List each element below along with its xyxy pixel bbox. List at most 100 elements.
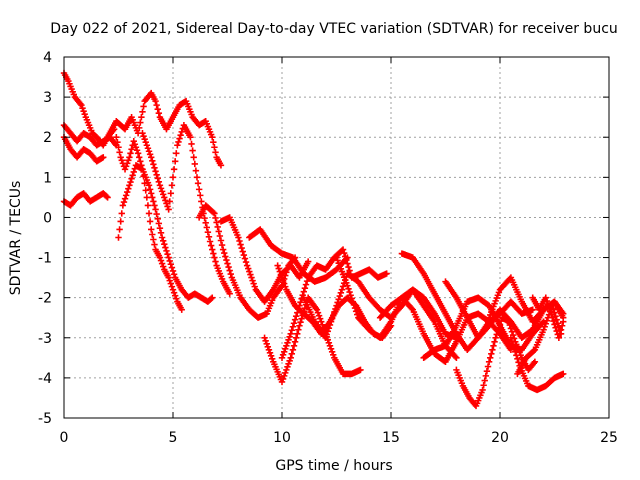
data-point	[209, 246, 216, 253]
data-point	[157, 185, 165, 192]
data-point	[280, 348, 288, 356]
data-point	[551, 321, 558, 328]
data-point	[164, 203, 171, 210]
data-point	[278, 378, 286, 386]
data-point	[158, 260, 166, 267]
data-point	[142, 139, 149, 146]
data-point	[491, 338, 498, 345]
data-point	[140, 103, 147, 110]
data-point	[351, 304, 359, 312]
data-point	[510, 345, 518, 352]
data-series-8	[139, 121, 233, 297]
data-point	[489, 346, 496, 354]
data-point	[508, 338, 516, 345]
data-point	[168, 283, 176, 290]
data-point	[494, 327, 502, 335]
data-point	[146, 218, 154, 225]
data-point	[335, 296, 342, 303]
data-point	[268, 355, 276, 363]
data-point	[113, 134, 120, 141]
data-point	[153, 171, 160, 179]
data-point	[296, 302, 303, 309]
data-point	[326, 342, 334, 349]
y-axis-label: SDTVAR / TECUs	[8, 181, 24, 296]
data-point	[338, 286, 346, 293]
data-point	[150, 161, 157, 168]
data-point	[488, 350, 495, 358]
data-point	[167, 280, 175, 287]
data-point	[153, 210, 160, 218]
data-point	[325, 324, 333, 332]
data-point	[550, 317, 557, 325]
data-point	[223, 256, 230, 264]
data-point	[127, 150, 134, 157]
data-point	[545, 304, 553, 311]
data-point	[485, 358, 493, 366]
data-point	[156, 224, 164, 232]
data-point	[553, 316, 560, 323]
data-point	[266, 349, 274, 357]
data-point	[279, 375, 287, 383]
data-point	[202, 219, 209, 226]
data-point	[140, 133, 147, 140]
data-point	[549, 314, 556, 321]
data-point	[224, 260, 231, 267]
axis-ticks	[63, 56, 610, 419]
data-point	[508, 328, 516, 335]
data-point	[207, 242, 215, 249]
x-tick-label: 25	[600, 430, 618, 446]
data-point	[156, 182, 164, 189]
data-point	[143, 194, 151, 201]
data-point	[339, 283, 347, 290]
data-point	[173, 150, 180, 157]
data-point	[130, 168, 137, 176]
x-tick-label: 10	[273, 430, 291, 446]
data-point	[314, 309, 322, 316]
data-point	[327, 345, 335, 353]
data-point	[408, 305, 415, 312]
data-point	[243, 262, 251, 269]
data-point	[221, 249, 228, 257]
data-point	[138, 113, 145, 121]
data-point	[163, 247, 170, 255]
data-point	[347, 292, 354, 299]
data-point	[277, 271, 285, 278]
data-point	[544, 301, 552, 308]
data-point	[334, 299, 341, 306]
data-point	[174, 142, 181, 149]
data-point	[178, 306, 185, 313]
data-point	[210, 250, 217, 257]
data-point	[239, 248, 246, 255]
data-point	[345, 263, 352, 271]
data-point	[159, 191, 167, 198]
data-point	[137, 119, 144, 126]
data-point	[145, 210, 153, 217]
data-point	[215, 228, 222, 235]
data-point	[161, 194, 168, 201]
data-point	[291, 316, 299, 323]
data-point	[207, 295, 215, 302]
data-point	[150, 198, 157, 205]
data-point	[156, 254, 164, 261]
data-point	[127, 178, 134, 186]
data-point	[166, 198, 173, 205]
data-point	[290, 342, 298, 349]
data-point	[121, 195, 129, 202]
data-point	[188, 140, 195, 148]
data-point	[222, 253, 229, 260]
y-tick-label: 4	[43, 50, 52, 66]
data-point	[301, 284, 309, 292]
data-point	[486, 354, 494, 362]
data-point	[283, 366, 290, 374]
data-point	[315, 312, 323, 319]
data-point	[149, 231, 156, 238]
data-point	[137, 158, 144, 165]
data-point	[212, 149, 219, 156]
data-point	[211, 254, 218, 261]
data-point	[219, 246, 227, 253]
data-point	[117, 154, 124, 161]
data-point	[165, 274, 172, 281]
data-point	[134, 150, 142, 157]
data-point	[187, 134, 194, 141]
